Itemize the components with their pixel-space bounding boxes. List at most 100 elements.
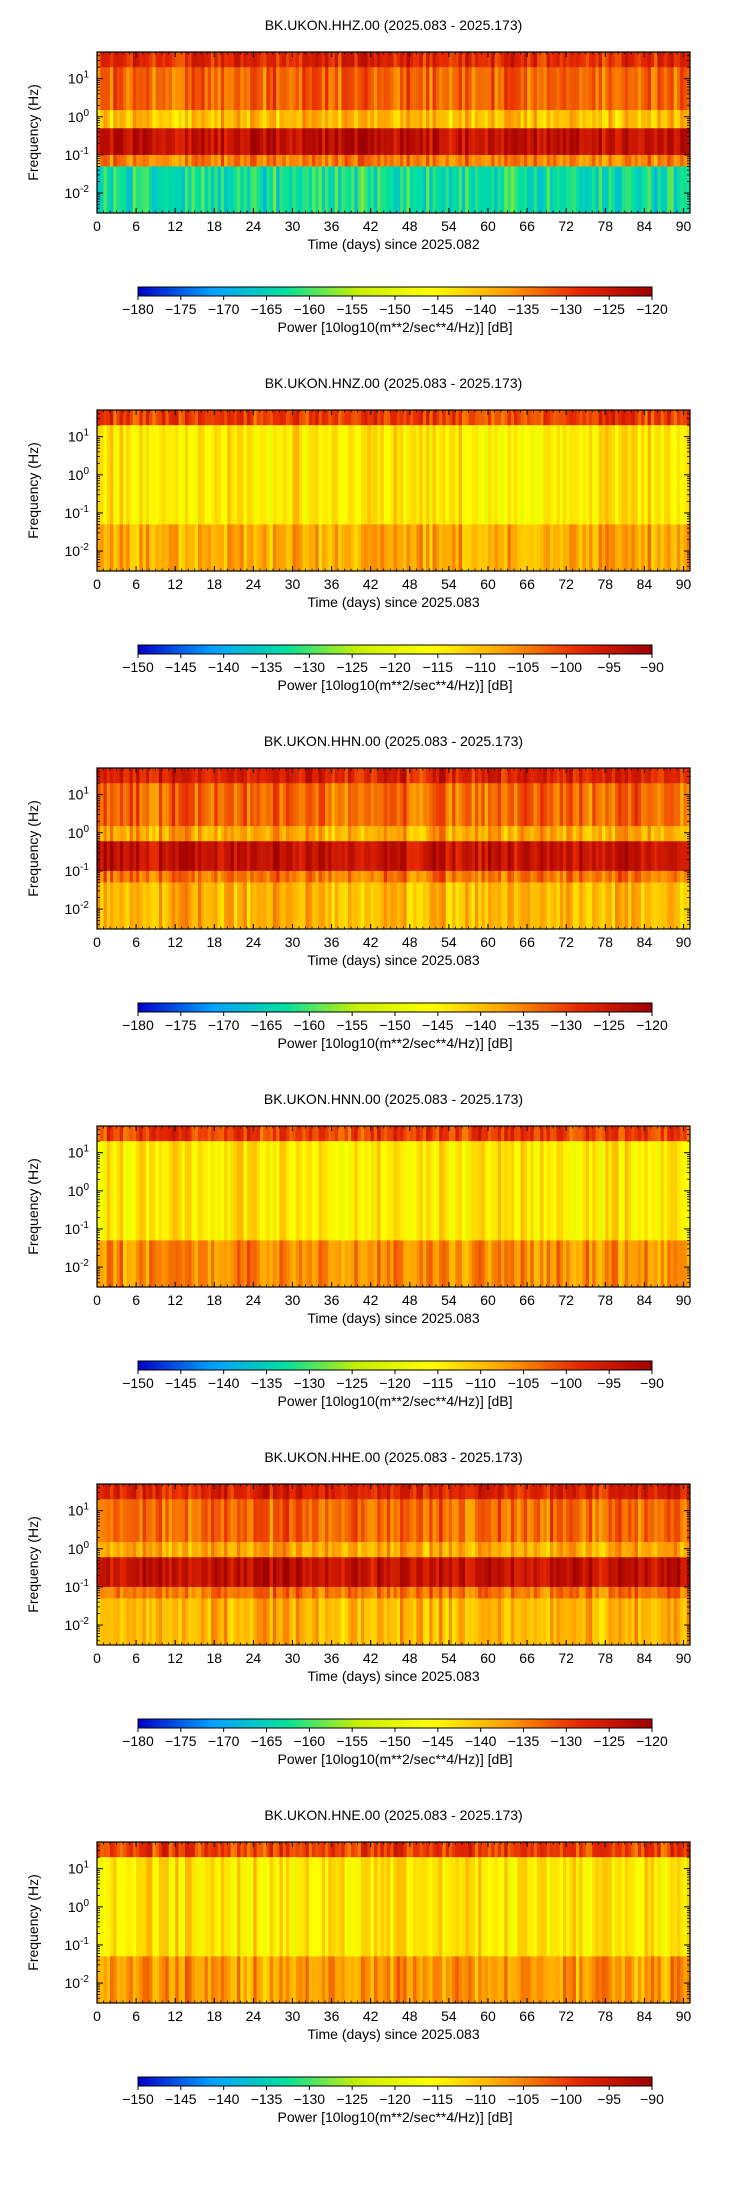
x-axis-label: Time (days) since 2025.083 bbox=[307, 1310, 479, 1326]
heatmap-cell bbox=[246, 826, 251, 842]
heatmap-cell bbox=[510, 882, 515, 929]
heatmap-cell bbox=[269, 826, 274, 842]
heatmap-cell bbox=[233, 826, 238, 842]
heatmap-cell bbox=[484, 410, 489, 426]
heatmap-cell bbox=[406, 110, 411, 129]
colorbar-tick-label: −95 bbox=[597, 1375, 621, 1391]
heatmap-cell bbox=[553, 154, 558, 168]
colorbar-tick-label: −90 bbox=[640, 659, 664, 675]
heatmap-cell bbox=[266, 826, 271, 842]
heatmap-cell bbox=[471, 524, 476, 571]
heatmap-cell bbox=[139, 166, 144, 213]
heatmap-cell bbox=[214, 826, 219, 842]
heatmap-cell bbox=[615, 870, 619, 884]
heatmap-cell bbox=[523, 882, 528, 929]
heatmap-cell bbox=[670, 410, 675, 426]
heatmap-cell bbox=[543, 1557, 548, 1588]
heatmap-cell bbox=[598, 110, 603, 129]
heatmap-cell bbox=[575, 1141, 580, 1242]
heatmap-cell bbox=[393, 425, 398, 526]
heatmap-cell bbox=[256, 882, 261, 929]
heatmap-cell bbox=[458, 110, 463, 129]
heatmap-cell bbox=[279, 110, 284, 129]
heatmap-cell bbox=[175, 783, 180, 827]
heatmap-cell bbox=[543, 841, 548, 872]
heatmap-cell bbox=[461, 1586, 466, 1600]
heatmap-cell bbox=[530, 826, 535, 842]
heatmap-cell bbox=[175, 1842, 180, 1858]
heatmap-cell bbox=[305, 1240, 310, 1287]
heatmap-cell bbox=[416, 882, 421, 929]
heatmap-cell bbox=[478, 52, 483, 68]
heatmap-cell bbox=[110, 826, 114, 842]
heatmap-cell bbox=[406, 1857, 411, 1958]
heatmap-cell bbox=[396, 1499, 401, 1543]
heatmap-cell bbox=[422, 128, 427, 156]
heatmap-cell bbox=[250, 882, 254, 929]
heatmap-cell bbox=[608, 768, 613, 784]
heatmap-cell bbox=[533, 128, 538, 156]
heatmap-cell bbox=[184, 826, 189, 842]
heatmap-cell bbox=[318, 425, 323, 526]
heatmap-cell bbox=[507, 67, 512, 111]
heatmap-cell bbox=[634, 882, 639, 929]
heatmap-cell bbox=[292, 1499, 297, 1543]
heatmap-cell bbox=[181, 425, 186, 526]
heatmap-cell bbox=[276, 882, 281, 929]
heatmap-cell bbox=[631, 1499, 636, 1543]
heatmap-cell bbox=[227, 110, 232, 129]
heatmap-cell bbox=[198, 1842, 202, 1858]
heatmap-cell bbox=[634, 826, 639, 842]
heatmap-cell bbox=[136, 1542, 140, 1558]
heatmap-cell bbox=[559, 52, 564, 68]
heatmap-cell bbox=[344, 410, 349, 426]
heatmap-cell bbox=[334, 128, 339, 156]
heatmap-cell bbox=[650, 768, 655, 784]
heatmap-cell bbox=[595, 410, 600, 426]
heatmap-cell bbox=[491, 826, 496, 842]
heatmap-cell bbox=[637, 410, 642, 426]
heatmap-cell bbox=[103, 67, 108, 111]
heatmap-cell bbox=[452, 128, 457, 156]
heatmap-cell bbox=[207, 1126, 212, 1142]
heatmap-cell bbox=[536, 425, 541, 526]
heatmap-cell bbox=[184, 154, 189, 168]
heatmap-cell bbox=[429, 882, 434, 929]
heatmap-cell bbox=[413, 783, 417, 827]
heatmap-cell bbox=[334, 410, 339, 426]
heatmap-cell bbox=[103, 1542, 108, 1558]
heatmap-cell bbox=[357, 1598, 362, 1645]
heatmap-cell bbox=[442, 1542, 447, 1558]
heatmap-cell bbox=[520, 154, 525, 168]
heatmap-cell bbox=[435, 1499, 440, 1543]
heatmap-cell bbox=[680, 110, 685, 129]
heatmap-cell bbox=[680, 768, 685, 784]
chart-title: BK.UKON.HHN.00 (2025.083 - 2025.173) bbox=[264, 733, 523, 749]
heatmap-cell bbox=[113, 1542, 118, 1558]
heatmap-cell bbox=[217, 1484, 222, 1500]
heatmap-cell bbox=[618, 52, 623, 68]
heatmap-cell bbox=[628, 1141, 632, 1242]
heatmap-cell bbox=[308, 166, 313, 213]
heatmap-cell bbox=[158, 882, 163, 929]
heatmap-cell bbox=[354, 1557, 359, 1588]
heatmap-cell bbox=[435, 524, 440, 571]
heatmap-cell bbox=[106, 1499, 111, 1543]
heatmap-cell bbox=[396, 1542, 401, 1558]
heatmap-cell bbox=[360, 1857, 365, 1958]
heatmap-cell bbox=[243, 410, 248, 426]
heatmap-cell bbox=[413, 1542, 417, 1558]
heatmap-cell bbox=[605, 826, 610, 842]
heatmap-cell bbox=[347, 1557, 352, 1588]
heatmap-cell bbox=[413, 1484, 417, 1500]
heatmap-cell bbox=[266, 1499, 271, 1543]
heatmap-cell bbox=[559, 841, 564, 872]
heatmap-cell bbox=[126, 1240, 131, 1287]
heatmap-cell bbox=[650, 1586, 655, 1600]
heatmap-cell bbox=[211, 524, 215, 571]
heatmap-cell bbox=[347, 1141, 352, 1242]
heatmap-cell bbox=[175, 768, 180, 784]
x-tick-label: 78 bbox=[597, 1292, 613, 1308]
heatmap-cell bbox=[507, 110, 512, 129]
heatmap-cell bbox=[171, 154, 176, 168]
